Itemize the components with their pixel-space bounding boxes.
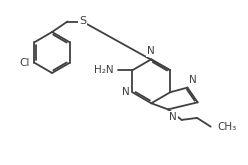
Text: Cl: Cl	[20, 58, 30, 68]
Text: S: S	[79, 16, 86, 27]
Text: N: N	[147, 46, 155, 56]
Text: N: N	[189, 75, 196, 85]
Text: N: N	[122, 87, 129, 97]
Text: H₂N: H₂N	[94, 65, 114, 75]
Text: N: N	[169, 112, 177, 122]
Text: CH₃: CH₃	[217, 122, 236, 132]
